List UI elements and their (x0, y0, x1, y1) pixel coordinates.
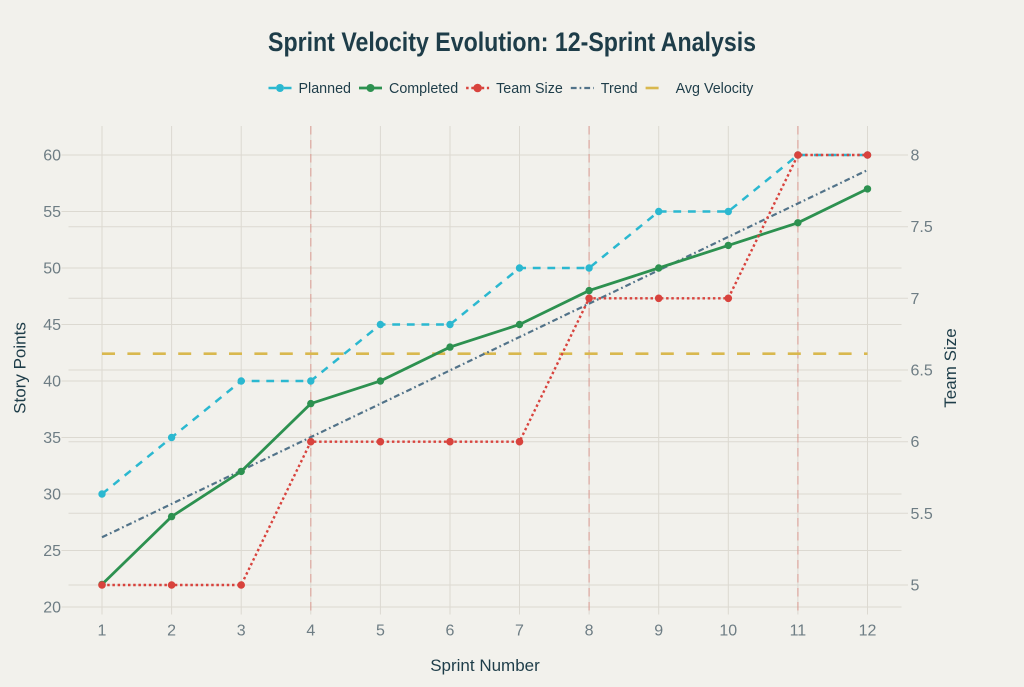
svg-text:8: 8 (911, 148, 920, 165)
svg-text:6: 6 (446, 623, 455, 640)
svg-text:35: 35 (43, 430, 61, 447)
svg-text:Sprint Number: Sprint Number (430, 656, 540, 675)
svg-text:7: 7 (911, 291, 920, 308)
svg-text:2: 2 (167, 623, 176, 640)
svg-text:5: 5 (911, 578, 920, 595)
svg-text:Planned: Planned (299, 81, 352, 97)
svg-text:7.5: 7.5 (911, 219, 933, 236)
svg-text:25: 25 (43, 543, 61, 560)
svg-text:Sprint Velocity Evolution: 12-: Sprint Velocity Evolution: 12-Sprint Ana… (268, 28, 756, 58)
svg-text:Trend: Trend (601, 81, 638, 97)
svg-text:10: 10 (719, 623, 737, 640)
svg-text:Story Points: Story Points (11, 322, 30, 414)
svg-text:3: 3 (237, 623, 246, 640)
svg-text:6: 6 (911, 434, 920, 451)
svg-text:55: 55 (43, 204, 61, 221)
svg-text:7: 7 (515, 623, 524, 640)
svg-text:Team Size: Team Size (941, 328, 960, 407)
svg-text:11: 11 (790, 623, 807, 640)
svg-text:45: 45 (43, 317, 61, 334)
svg-text:8: 8 (585, 623, 594, 640)
svg-text:60: 60 (43, 148, 61, 165)
svg-text:30: 30 (43, 487, 61, 504)
svg-text:6.5: 6.5 (911, 363, 933, 380)
svg-text:Completed: Completed (389, 81, 458, 97)
svg-text:50: 50 (43, 261, 61, 278)
svg-text:9: 9 (654, 623, 663, 640)
svg-text:40: 40 (43, 374, 61, 391)
svg-text:5: 5 (376, 623, 385, 640)
svg-text:1: 1 (98, 623, 107, 640)
svg-text:20: 20 (43, 600, 61, 617)
svg-text:Avg Velocity: Avg Velocity (676, 81, 754, 97)
svg-text:12: 12 (859, 623, 877, 640)
svg-text:4: 4 (306, 623, 315, 640)
svg-text:5.5: 5.5 (911, 506, 933, 523)
svg-text:Team Size: Team Size (496, 81, 563, 97)
